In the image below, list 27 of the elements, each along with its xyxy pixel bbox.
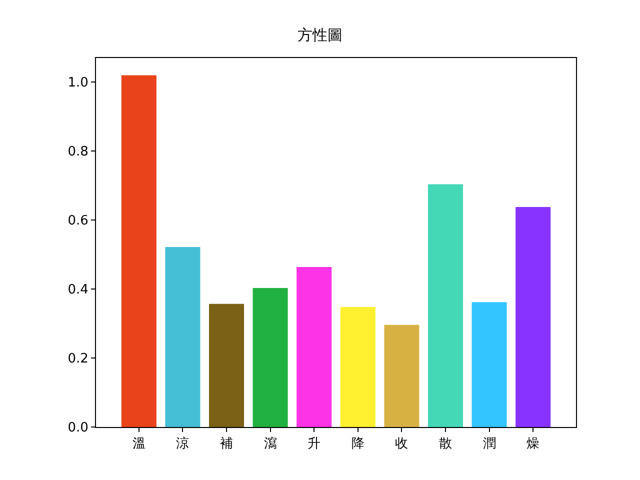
y-tick-label: 1.0	[68, 76, 88, 91]
bar	[428, 184, 464, 427]
chart-title: 方性圖	[298, 26, 342, 44]
bar	[384, 324, 420, 427]
bar	[165, 246, 200, 427]
x-tick-label: 瀉	[264, 436, 277, 452]
y-tick-label: 0.6	[68, 214, 88, 229]
x-tick-label: 燥	[526, 436, 540, 452]
y-tick-label: 0.2	[68, 352, 88, 367]
x-tick-label: 收	[395, 436, 408, 452]
bar	[121, 75, 156, 427]
y-tick-label: 0.4	[68, 282, 88, 298]
bar	[296, 266, 332, 427]
x-tick-label: 溫	[132, 436, 146, 452]
x-tick-label: 降	[351, 436, 364, 452]
bar	[252, 288, 288, 427]
x-tick-label: 補	[220, 436, 234, 452]
x-tick-label: 潤	[482, 436, 496, 452]
x-tick-label: 涼	[176, 436, 190, 452]
x-tick-label: 散	[438, 436, 452, 452]
bar	[472, 302, 507, 427]
bar	[340, 306, 376, 427]
bar	[516, 206, 551, 427]
y-tick-label: 0.0	[68, 420, 88, 436]
bar	[208, 304, 244, 427]
x-tick-label: 升	[308, 436, 321, 452]
y-tick-label: 0.8	[68, 144, 88, 160]
